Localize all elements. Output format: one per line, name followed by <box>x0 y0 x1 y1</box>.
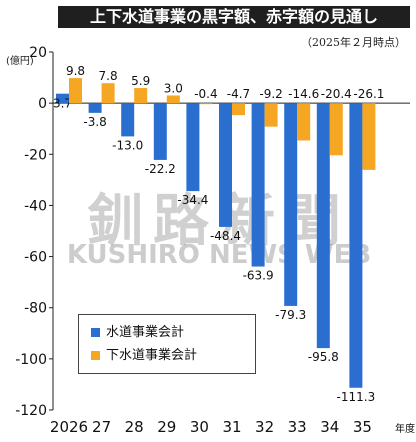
y-tick-label: -100 <box>15 352 47 368</box>
value-label: 9.8 <box>66 64 85 78</box>
chart-title: 上下水道事業の黒字額、赤字額の見通し <box>89 7 378 26</box>
value-label: 3.0 <box>164 81 183 95</box>
bar-water-30 <box>186 103 200 192</box>
title-bar: 上下水道事業の黒字額、赤字額の見通し <box>58 6 410 28</box>
value-label: -111.3 <box>337 390 376 404</box>
bar-sewer-29 <box>166 95 180 104</box>
legend-swatch-water <box>91 328 100 337</box>
value-label: -48.4 <box>210 229 241 243</box>
bar-water-27 <box>88 103 102 113</box>
y-tick-label: 0 <box>38 96 47 112</box>
bar-water-32 <box>251 103 265 267</box>
value-label: -13.0 <box>112 138 143 152</box>
y-tick-label: -20 <box>24 147 47 163</box>
x-tick-label: 35 <box>353 418 372 436</box>
bar-sewer-34 <box>329 103 343 156</box>
bar-water-31 <box>219 103 232 227</box>
value-label: 5.9 <box>131 74 150 88</box>
y-tick-label: -40 <box>24 198 47 214</box>
y-tick-label: 20 <box>29 45 47 61</box>
x-tick-label: 31 <box>222 418 241 436</box>
x-tick-label: 32 <box>255 418 274 436</box>
as-of-note: （2025年２月時点） <box>301 36 406 49</box>
x-tick-label: 29 <box>157 418 176 436</box>
bar-sewer-2026 <box>69 78 82 104</box>
x-axis-unit: 年度 <box>395 422 415 435</box>
value-label: -0.4 <box>194 87 217 101</box>
bar-water-35 <box>349 103 363 388</box>
bar-sewer-35 <box>362 103 376 170</box>
bar-sewer-32 <box>264 103 278 127</box>
value-label: -20.4 <box>321 87 352 101</box>
x-tick-label: 30 <box>190 418 209 436</box>
y-tick-label: -120 <box>15 403 47 419</box>
bar-water-2026 <box>56 93 69 104</box>
value-label: 7.8 <box>99 69 118 83</box>
legend-label-water: 水道事業会計 <box>106 325 185 340</box>
bar-water-34 <box>316 103 330 349</box>
bar-sewer-30 <box>199 103 213 105</box>
x-tick-label: 34 <box>320 418 339 436</box>
value-label: -3.8 <box>83 115 106 129</box>
x-tick-label: 2026 <box>50 418 88 436</box>
value-label: -95.8 <box>308 350 339 364</box>
legend-item-sewer: 下水道事業会計 <box>91 346 197 366</box>
bar-water-29 <box>153 103 167 160</box>
legend-label-sewer: 下水道事業会計 <box>106 348 198 363</box>
bar-sewer-31 <box>232 103 245 116</box>
value-label: -4.7 <box>227 87 250 101</box>
y-axis-unit: (億円) <box>6 56 34 67</box>
x-tick-label: 33 <box>288 418 307 436</box>
bar-sewer-28 <box>134 88 148 104</box>
bar-sewer-27 <box>101 83 115 104</box>
x-tick-label: 28 <box>125 418 144 436</box>
legend-swatch-sewer <box>91 351 100 360</box>
y-tick-label: -80 <box>24 301 47 317</box>
value-label: -9.2 <box>259 87 282 101</box>
bar-water-33 <box>284 103 298 306</box>
value-label: -63.9 <box>243 269 274 283</box>
value-label: -34.4 <box>177 193 208 207</box>
legend: 水道事業会計 下水道事業会計 <box>78 314 256 374</box>
value-label: -79.3 <box>275 308 306 322</box>
value-label: 3.7 <box>53 97 72 111</box>
value-label: -14.6 <box>288 87 319 101</box>
value-label: -26.1 <box>353 87 384 101</box>
y-tick-label: -60 <box>24 250 47 266</box>
bar-water-28 <box>121 103 135 137</box>
x-tick-label: 27 <box>92 418 111 436</box>
bar-sewer-33 <box>297 103 311 141</box>
watermark-logo: 釧路新聞 <box>64 176 374 257</box>
legend-item-water: 水道事業会計 <box>91 323 184 343</box>
value-label: -22.2 <box>145 162 176 176</box>
